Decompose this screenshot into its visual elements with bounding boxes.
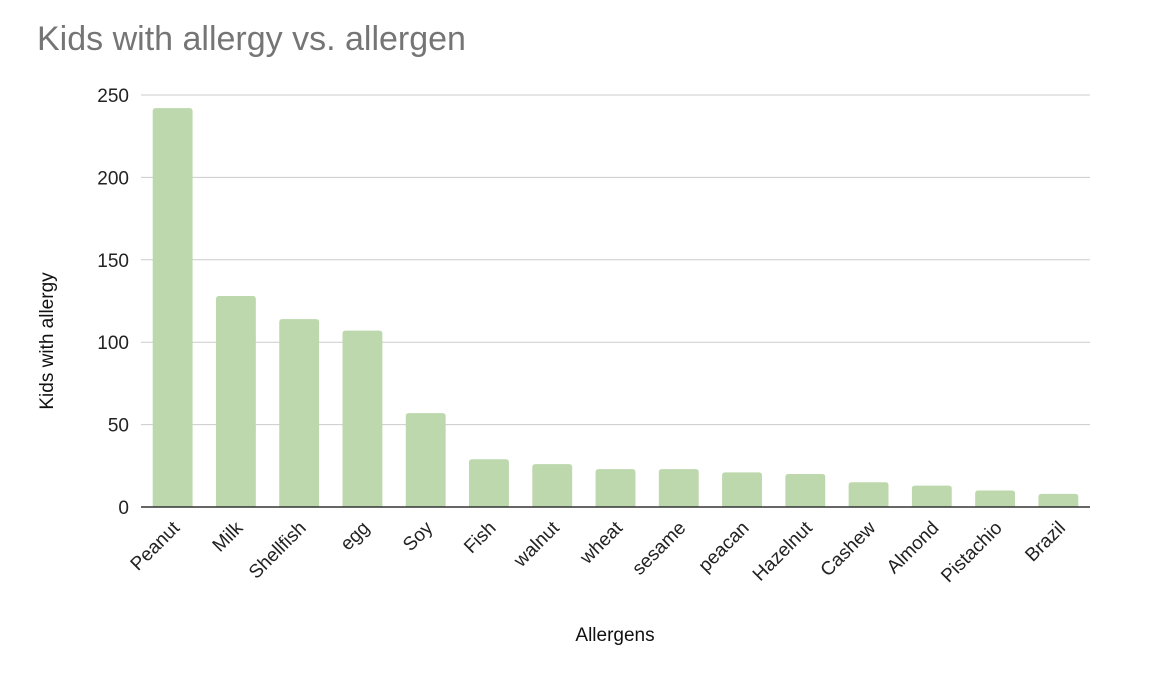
x-tick-label: Soy	[399, 517, 437, 555]
x-tick-label: wheat	[576, 517, 628, 569]
bar-walnut	[532, 464, 573, 507]
x-tick-label: walnut	[509, 517, 564, 572]
bar-soy	[405, 413, 446, 507]
bar-milk	[215, 296, 256, 507]
bar-cashew	[848, 482, 889, 507]
y-tick-label: 200	[97, 168, 129, 189]
bar-egg	[342, 330, 383, 507]
bar-brazil	[1038, 493, 1079, 507]
y-tick-label: 150	[97, 251, 129, 272]
bar-peacan	[722, 472, 762, 507]
bar-almond	[911, 485, 952, 507]
x-tick-label: Almond	[883, 518, 943, 578]
x-tick-label: Hazelnut	[749, 517, 817, 585]
bars	[152, 108, 1079, 508]
y-axis-title: Kids with allergy	[37, 272, 58, 410]
bar-wheat	[595, 469, 636, 507]
x-tick-label: Fish	[460, 518, 500, 558]
bar-hazelnut	[785, 474, 826, 507]
x-tick-label: Peanut	[127, 517, 185, 575]
y-tick-label: 250	[97, 86, 129, 107]
bar-pistachio	[975, 490, 1016, 507]
y-tick-label: 50	[108, 416, 129, 437]
chart-title: Kids with allergy vs. allergen	[37, 20, 466, 58]
bar-shellfish	[279, 319, 320, 507]
bar-sesame	[658, 469, 699, 507]
y-tick-label: 0	[118, 498, 129, 519]
y-axis-title-group: Kids with allergy	[37, 272, 58, 410]
x-tick-label: egg	[337, 518, 374, 555]
bar-fish	[469, 459, 509, 507]
x-tick-label: Shellfish	[245, 518, 311, 584]
x-tick-label: peacan	[695, 518, 754, 577]
x-tick-label: Milk	[209, 517, 248, 556]
x-axis-title: Allergens	[575, 625, 654, 646]
y-tick-label: 100	[97, 333, 129, 354]
bar-peanut	[152, 108, 193, 508]
x-tick-label: Brazil	[1021, 518, 1069, 566]
x-tick-label: Cashew	[817, 517, 881, 581]
x-tick-label: sesame	[628, 518, 690, 580]
x-tick-label: Pistachio	[937, 518, 1006, 587]
